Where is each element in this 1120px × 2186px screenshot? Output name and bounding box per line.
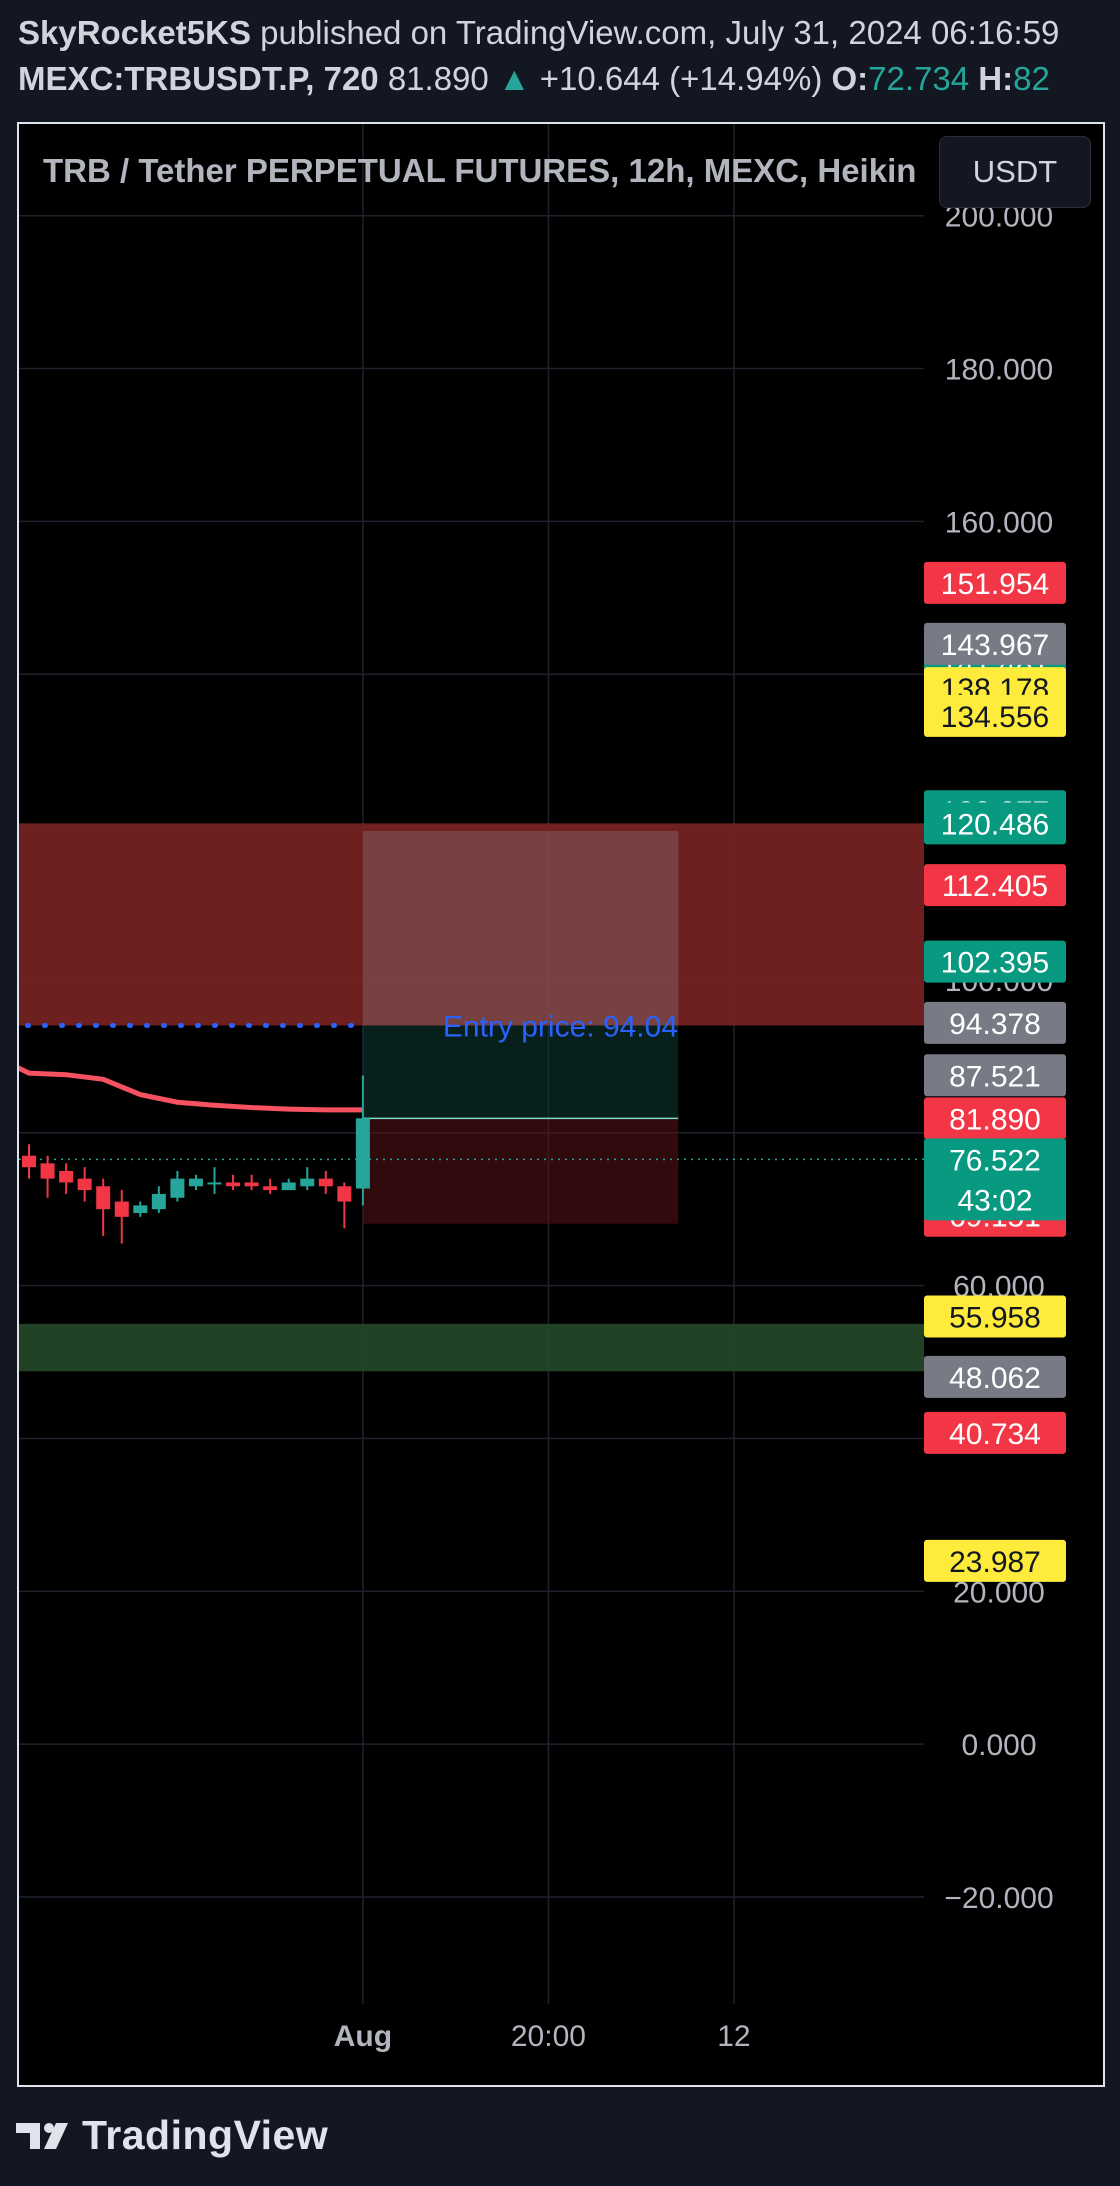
price-label-text: 87.521 — [949, 1060, 1041, 1093]
tradingview-logo-icon — [16, 2122, 68, 2149]
currency-button[interactable]: USDT — [939, 136, 1091, 208]
candle-body — [40, 1163, 55, 1179]
candle-body — [188, 1178, 203, 1187]
price-label-text: 112.405 — [942, 870, 1048, 903]
price-label-box — [924, 864, 1066, 907]
candle-body — [318, 1178, 333, 1187]
position-target-area — [362, 830, 679, 1026]
position-profit-area — [362, 1025, 679, 1119]
x-tick-label: Aug — [334, 2020, 392, 2053]
y-tick-label: 160.000 — [945, 506, 1053, 539]
price-label: 76.522 43:02 — [924, 1138, 1066, 1221]
price-label-text: 81.890 — [949, 1103, 1041, 1136]
price-label: 40.734 — [924, 1411, 1066, 1454]
price-label-text: 48.062 — [949, 1362, 1041, 1395]
price-label-text: 120.486 — [941, 808, 1049, 841]
price-label: 112.405 — [924, 864, 1066, 907]
high-label: H: — [978, 60, 1014, 97]
candle-body — [22, 1155, 36, 1168]
price-label: 134.556 — [924, 694, 1066, 737]
x-tick-label: 12 — [717, 2020, 750, 2053]
price-label-text: 23.987 — [949, 1546, 1041, 1579]
candle-body — [59, 1170, 74, 1183]
position-stop-area — [362, 1118, 679, 1224]
price-label-box — [924, 1097, 1066, 1140]
x-tick-label: 20:00 — [511, 2020, 586, 2053]
high-value: 82 — [1013, 60, 1050, 97]
price-label-text: 55.958 — [949, 1302, 1041, 1335]
price-label-box — [924, 1001, 1066, 1044]
open-label: O: — [831, 60, 869, 97]
price-label: 94.378 — [924, 1001, 1066, 1044]
y-tick-label: 180.000 — [945, 354, 1053, 387]
price-label-text: 102.395 — [941, 947, 1049, 980]
chart-frame[interactable]: Entry price: 94.04−20.0000.00020.00040.0… — [17, 122, 1105, 2087]
time-axis — [19, 2004, 1103, 2085]
candle-body — [170, 1178, 185, 1198]
price-label: 102.395 — [924, 940, 1066, 983]
price-label: 81.890 — [924, 1097, 1066, 1140]
last-price: 81.890 — [387, 60, 489, 97]
price-label-text: 94.378 — [949, 1008, 1041, 1041]
resistance-zone — [19, 823, 924, 1026]
price-change: +10.644 (+14.94%) — [539, 60, 823, 97]
symbol-name[interactable]: MEXC:TRBUSDT.P, 720 — [18, 60, 379, 97]
y-tick-label: 0.000 — [961, 1729, 1036, 1762]
candle-body — [77, 1178, 92, 1191]
candle-body — [114, 1201, 129, 1217]
candle-body — [355, 1118, 370, 1189]
support-zone — [19, 1323, 924, 1372]
candle-body — [133, 1205, 148, 1214]
price-label-text: 151.954 — [941, 568, 1049, 601]
y-tick-label: −20.000 — [944, 1882, 1053, 1915]
candle-body — [300, 1178, 315, 1187]
price-label-box — [924, 1138, 1066, 1221]
candle-body — [226, 1182, 241, 1187]
countdown-label: 43:02 — [957, 1184, 1032, 1217]
candle-body — [244, 1182, 259, 1187]
price-label: 120.486 — [924, 802, 1066, 845]
price-label-box — [924, 1411, 1066, 1454]
author-name[interactable]: SkyRocket5KS — [18, 14, 251, 51]
price-label: 151.954 — [924, 561, 1066, 604]
price-label-box — [924, 940, 1066, 983]
price-label-text: 40.734 — [949, 1418, 1041, 1451]
publication-line: SkyRocket5KS published on TradingView.co… — [18, 14, 1059, 52]
price-label: 143.967 — [924, 622, 1066, 665]
candle-body — [281, 1182, 296, 1191]
price-label: 87.521 — [924, 1054, 1066, 1097]
price-label: 55.958 — [924, 1295, 1066, 1338]
price-label-box — [924, 561, 1066, 604]
price-label-text: 134.556 — [941, 701, 1049, 734]
tradingview-wordmark: TradingView — [82, 2112, 329, 2158]
price-label-box — [924, 1355, 1066, 1398]
up-arrow-icon: ▲ — [497, 60, 531, 97]
entry-price-label: Entry price: 94.04 — [443, 1010, 678, 1043]
candle-body — [337, 1186, 352, 1202]
price-label-box — [924, 622, 1066, 665]
symbol-info-line: MEXC:TRBUSDT.P, 720 81.890 ▲ +10.644 (+1… — [18, 60, 1114, 98]
candle-body — [207, 1182, 222, 1185]
candle-body — [263, 1186, 278, 1191]
chart-title: TRB / Tether PERPETUAL FUTURES, 12h, MEX… — [43, 152, 917, 189]
price-label-box — [924, 1054, 1066, 1097]
price-label-box — [924, 694, 1066, 737]
price-label-box — [924, 1295, 1066, 1338]
open-value: 72.734 — [868, 60, 970, 97]
price-label: 48.062 — [924, 1355, 1066, 1398]
price-label: 23.987 — [924, 1539, 1066, 1582]
price-label-box — [924, 1539, 1066, 1582]
tradingview-logo[interactable]: TradingView — [16, 2112, 328, 2159]
chart-canvas[interactable]: Entry price: 94.04−20.0000.00020.00040.0… — [19, 124, 1103, 2085]
price-label-text: 76.522 — [949, 1144, 1041, 1177]
price-label-box — [924, 802, 1066, 845]
moving-average-line — [19, 1065, 363, 1113]
published-text: published on TradingView.com, July 31, 2… — [260, 14, 1060, 51]
price-label-text: 143.967 — [941, 629, 1049, 662]
candle-body — [151, 1193, 166, 1210]
candle-body — [96, 1186, 111, 1210]
